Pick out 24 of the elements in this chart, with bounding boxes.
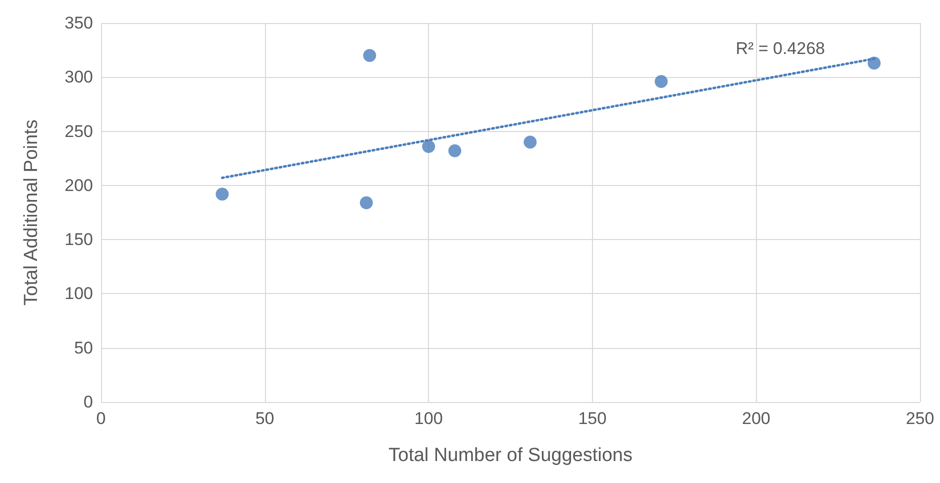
x-tick-label: 0 — [96, 409, 106, 428]
x-tick-label: 50 — [255, 409, 274, 428]
x-tick-label: 150 — [578, 409, 607, 428]
x-axis-title: Total Number of Suggestions — [388, 445, 632, 466]
point — [363, 48, 376, 62]
annotation: R² = 0.4268 — [736, 39, 826, 58]
y-tick-label: 100 — [64, 284, 93, 304]
x-tick-label: 200 — [742, 409, 770, 428]
y-tick-label: 200 — [64, 176, 93, 195]
point — [448, 144, 462, 158]
x-tick-label: 250 — [906, 409, 934, 428]
y-axis-title: Total Additional Points — [21, 120, 42, 306]
point — [360, 196, 373, 210]
y-tick-label: 350 — [64, 14, 93, 32]
point — [654, 74, 668, 88]
point — [422, 140, 436, 153]
y-tick-label: 250 — [64, 122, 93, 141]
y-tick-label: 50 — [74, 338, 93, 358]
y-tick-label: 150 — [64, 230, 93, 250]
y-tick-label: 0 — [84, 392, 93, 412]
y-tick-label: 300 — [64, 68, 93, 87]
x-tick-label: 100 — [414, 409, 443, 428]
point — [216, 188, 229, 201]
point — [524, 136, 537, 149]
